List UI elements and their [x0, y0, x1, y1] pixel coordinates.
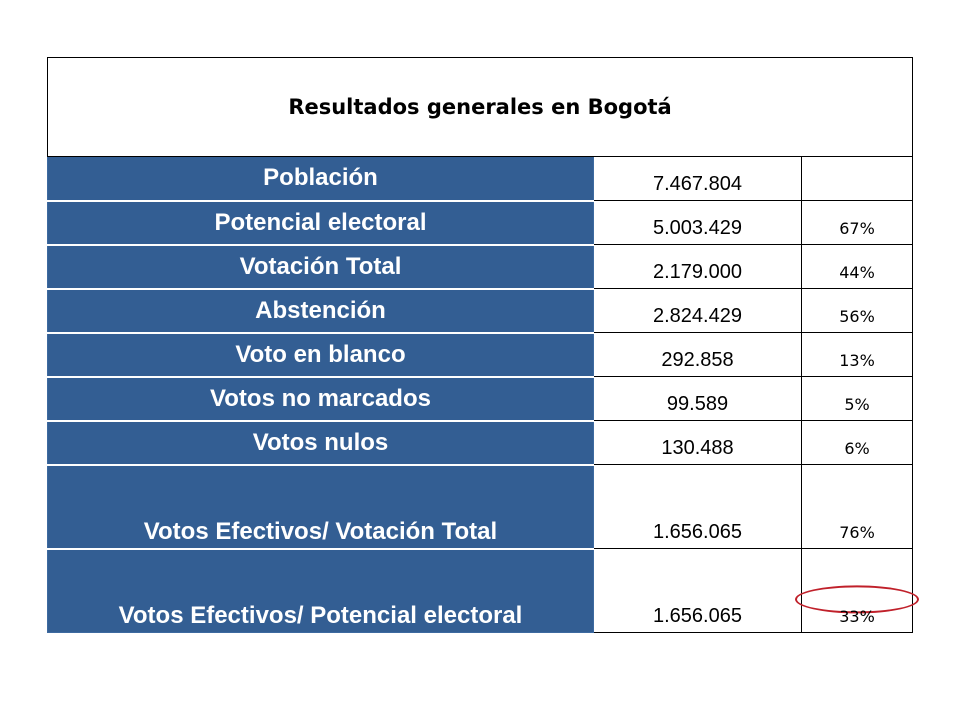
- table-row-abstencion: Abstención 2.824.429 56%: [47, 288, 914, 334]
- row-percent: 44%: [800, 244, 914, 289]
- row-label: Voto en blanco: [47, 332, 594, 378]
- table-row-votacion-total: Votación Total 2.179.000 44%: [47, 244, 914, 290]
- row-percent: 13%: [800, 332, 914, 377]
- row-label: Población: [47, 156, 594, 202]
- row-value: 2.179.000: [593, 244, 802, 289]
- row-percent: 56%: [800, 288, 914, 333]
- table-row-potencial-electoral: Potencial electoral 5.003.429 67%: [47, 200, 914, 246]
- title-row: Resultados generales en Bogotá: [46, 57, 914, 157]
- table-row-efectivos-potencial-electoral: Votos Efectivos/ Potencial electoral 1.6…: [47, 548, 920, 633]
- table-row-efectivos-votacion-total: Votos Efectivos/ Votación Total 1.656.06…: [47, 464, 914, 550]
- table-title: Resultados generales en Bogotá: [46, 57, 914, 157]
- row-percent: 5%: [800, 376, 914, 421]
- results-table: Resultados generales en Bogotá Población…: [46, 57, 920, 633]
- table-row-poblacion: Población 7.467.804: [47, 156, 914, 202]
- row-value: 130.488: [593, 420, 802, 465]
- row-value: 7.467.804: [593, 156, 802, 201]
- row-percent: 76%: [800, 464, 914, 549]
- row-label: Potencial electoral: [47, 200, 594, 246]
- row-label: Votos nulos: [47, 420, 594, 466]
- row-label: Votos Efectivos/ Votación Total: [47, 464, 594, 550]
- row-label: Votación Total: [47, 244, 594, 290]
- row-label: Votos Efectivos/ Potencial electoral: [47, 548, 594, 633]
- row-percent: [800, 156, 914, 201]
- row-value: 1.656.065: [593, 464, 802, 549]
- row-value: 99.589: [593, 376, 802, 421]
- row-value: 1.656.065: [593, 548, 802, 633]
- highlighted-percent: 33%: [839, 607, 875, 626]
- table-row-votos-no-marcados: Votos no marcados 99.589 5%: [47, 376, 914, 422]
- row-label: Abstención: [47, 288, 594, 334]
- row-percent: 6%: [800, 420, 914, 465]
- table-row-voto-en-blanco: Voto en blanco 292.858 13%: [47, 332, 914, 378]
- row-percent-highlighted: 33%: [795, 548, 920, 633]
- row-value: 5.003.429: [593, 200, 802, 245]
- row-value: 2.824.429: [593, 288, 802, 333]
- row-value: 292.858: [593, 332, 802, 377]
- table-row-votos-nulos: Votos nulos 130.488 6%: [47, 420, 914, 466]
- row-percent: 67%: [800, 200, 914, 245]
- row-label: Votos no marcados: [47, 376, 594, 422]
